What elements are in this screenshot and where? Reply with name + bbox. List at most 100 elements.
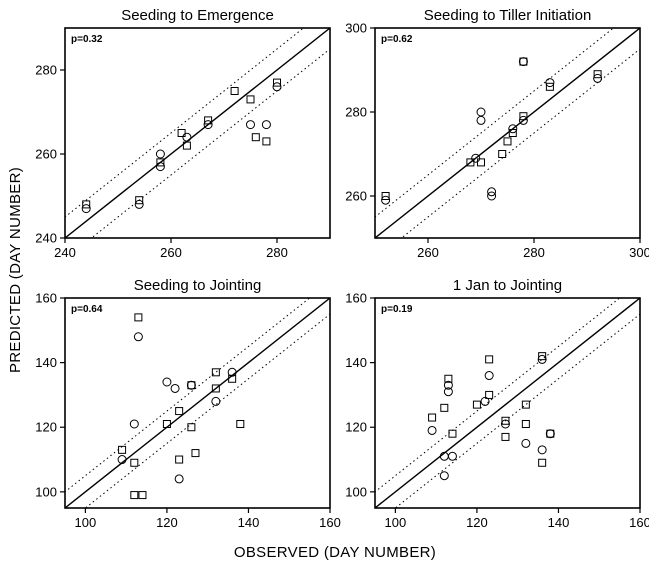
square-point — [130, 491, 139, 500]
square-point — [182, 141, 191, 150]
square-point — [118, 445, 127, 454]
square-point — [485, 390, 494, 399]
circle-point — [476, 107, 486, 117]
reference-lines — [375, 28, 640, 238]
square-point — [519, 112, 528, 121]
square-point — [440, 403, 449, 412]
circle-point — [227, 367, 237, 377]
circle-point — [272, 82, 282, 92]
square-point — [162, 420, 171, 428]
square-point — [545, 82, 554, 91]
square-point — [246, 95, 255, 104]
reference-lines — [65, 28, 330, 238]
circle-point — [545, 429, 555, 439]
square-point — [477, 158, 485, 167]
upper-dotted-line — [65, 298, 311, 493]
x-tick-label: 280 — [266, 245, 288, 260]
circle-point — [545, 78, 555, 88]
square-point — [466, 158, 475, 167]
square-point — [519, 57, 528, 66]
y-tick-label: 160 — [345, 291, 367, 306]
x-tick-label: 140 — [238, 515, 260, 530]
circle-point — [500, 419, 510, 429]
y-tick-label: 240 — [35, 231, 57, 246]
upper-dotted-line — [375, 28, 615, 218]
circle-point — [480, 396, 490, 406]
square-series — [82, 78, 281, 209]
square-point — [187, 381, 196, 390]
square-point — [521, 400, 530, 409]
y-axis-title: PREDICTED (DAY NUMBER) — [7, 167, 24, 373]
chart-panel-4: 1 Jan to Jointing p=0.19 100 120 140 160 100 12… — [345, 277, 649, 530]
plot-frame — [374, 27, 641, 239]
square-point — [501, 416, 510, 425]
square-point — [177, 129, 186, 137]
square-point — [211, 368, 220, 377]
circle-point — [203, 120, 213, 130]
x-tick-label: 260 — [160, 245, 182, 260]
square-point — [134, 313, 143, 322]
circle-point — [476, 115, 486, 125]
one-to-one-line — [65, 298, 330, 508]
circle-point — [133, 332, 143, 342]
x-tick-label: 100 — [75, 515, 97, 530]
square-point — [472, 400, 481, 409]
circle-point — [117, 455, 127, 465]
circle-point — [487, 187, 497, 197]
x-tick-label: 240 — [54, 245, 76, 260]
square-point — [498, 150, 507, 158]
circle-point — [246, 120, 255, 130]
square-point — [204, 116, 213, 125]
chart-title: Seeding to Emergence — [121, 7, 274, 24]
chart-panel-3: Seeding to Jointing p=0.64 100 120 140 160 100… — [35, 277, 341, 530]
plot-frame — [374, 297, 641, 509]
circle-point — [211, 396, 221, 406]
square-point — [175, 455, 184, 464]
square-point — [503, 137, 512, 146]
chart-title: 1 Jan to Jointing — [453, 277, 562, 294]
circle-point — [521, 438, 531, 448]
upper-dotted-line — [375, 298, 621, 493]
circle-point — [174, 474, 184, 484]
square-point — [156, 158, 165, 167]
square-series — [381, 57, 602, 200]
circle-point — [381, 195, 391, 205]
circle-point — [182, 132, 192, 142]
p-value-label: p=0.64 — [71, 304, 103, 315]
circle-point — [487, 191, 497, 201]
circle-point — [484, 371, 494, 381]
circle-point — [537, 445, 547, 455]
y-tick-label: 300 — [345, 21, 367, 36]
square-point — [428, 413, 437, 422]
plot-frame — [64, 297, 331, 509]
p-value-label: p=0.62 — [381, 34, 413, 45]
circle-point — [508, 124, 518, 134]
square-point — [273, 78, 281, 87]
circle-series — [427, 354, 555, 481]
square-series — [118, 313, 245, 500]
square-point — [228, 374, 237, 383]
y-tick-label: 140 — [345, 355, 367, 370]
circle-point — [447, 451, 457, 461]
circle-point — [129, 419, 139, 429]
y-tick-label: 280 — [35, 63, 57, 78]
x-tick-label: 100 — [385, 515, 407, 530]
one-to-one-line — [375, 28, 640, 238]
square-point — [175, 407, 184, 416]
square-point — [82, 200, 91, 209]
circle-point — [443, 380, 453, 390]
square-point — [191, 449, 200, 458]
y-tick-label: 160 — [35, 291, 57, 306]
square-point — [381, 192, 390, 200]
y-tick-label: 100 — [345, 484, 367, 499]
chart-panel-2: Seeding to Tiller Initiation p=0.62 260 280… — [345, 7, 649, 260]
x-tick-label: 300 — [629, 245, 649, 260]
x-tick-label: 160 — [629, 515, 649, 530]
circle-series — [381, 57, 603, 205]
square-point — [251, 133, 260, 142]
chart-title: Seeding to Tiller Initiation — [424, 7, 592, 24]
circle-point — [155, 149, 165, 159]
square-point — [230, 87, 239, 95]
y-tick-label: 120 — [35, 420, 57, 435]
